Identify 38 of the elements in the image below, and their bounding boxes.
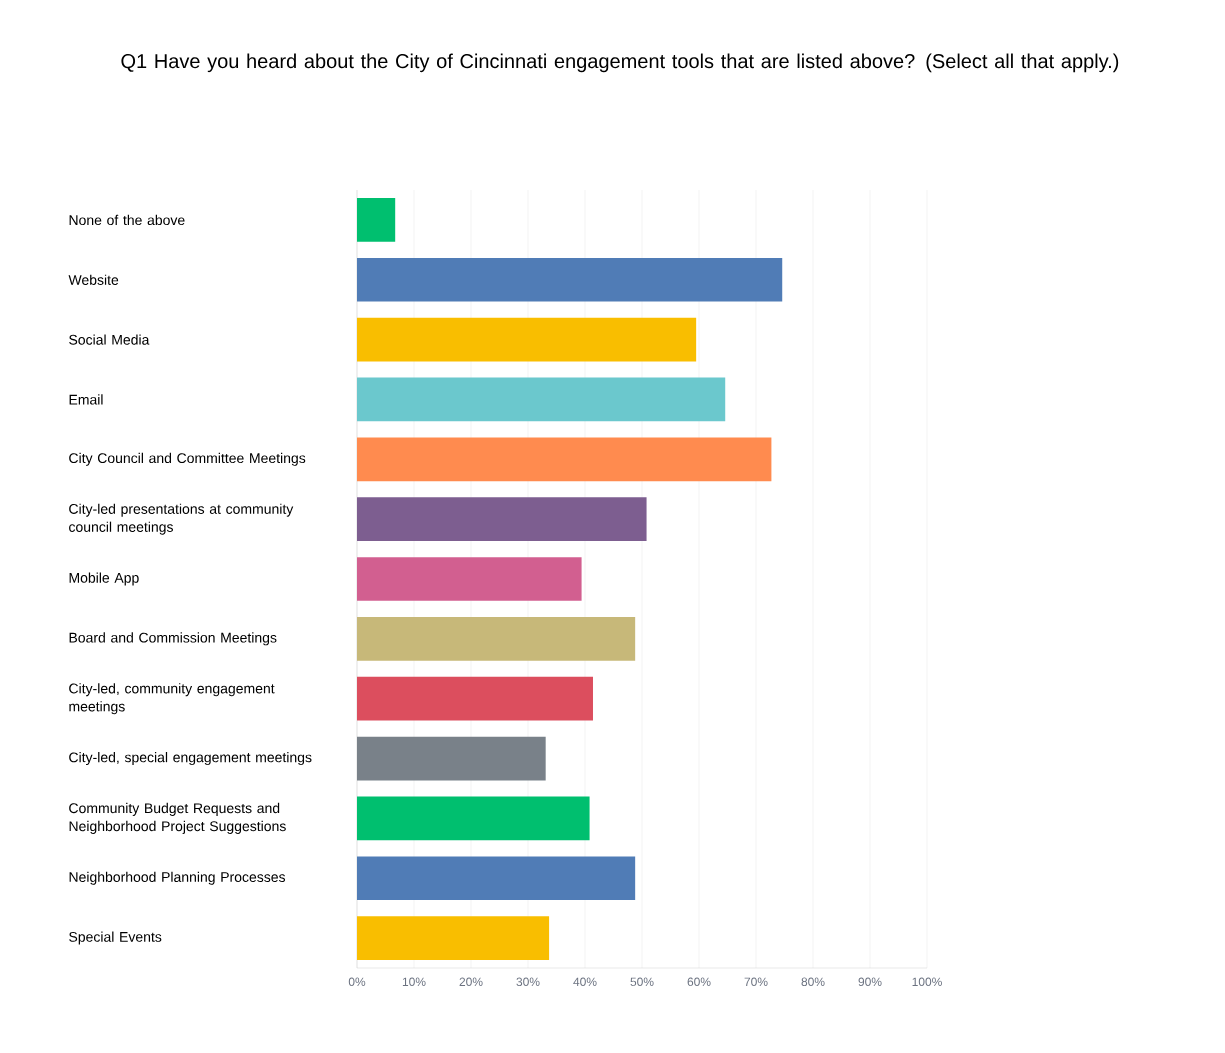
y-tick-label: Social Media xyxy=(69,334,150,345)
bar xyxy=(357,198,396,242)
bar xyxy=(357,557,582,601)
y-tick-label: City-led presentations at community council meetings xyxy=(69,503,294,535)
chart-title: Q1 Have you heard about the City of Cincinnati engagement tools that are listed above? (Select all that apply.) xyxy=(121,53,1119,73)
bar xyxy=(357,796,590,841)
x-tick-label: 20% xyxy=(459,977,483,987)
y-tick-label: Community Budget Requests and Neighborhood Project Suggestions xyxy=(69,802,286,834)
bar xyxy=(357,676,593,721)
y-tick-label: City Council and Committee Meetings xyxy=(69,452,306,466)
bar xyxy=(357,437,772,482)
x-tick-label: 100% xyxy=(912,977,942,987)
x-tick-label: 10% xyxy=(402,977,426,987)
x-tick-label: 80% xyxy=(801,977,825,987)
bar xyxy=(357,736,546,781)
bar xyxy=(357,856,636,901)
bar xyxy=(357,497,647,541)
y-tick-label: Website xyxy=(68,274,119,285)
x-tick-label: 30% xyxy=(516,977,540,987)
y-tick-label: Email xyxy=(69,394,103,405)
y-tick-label: Mobile App xyxy=(69,572,139,586)
y-tick-label: City-led, special engagement meetings xyxy=(69,752,312,766)
x-tick-label: 90% xyxy=(858,977,882,987)
x-tick-label: 50% xyxy=(630,977,654,987)
y-tick-label: Special Events xyxy=(69,931,162,945)
x-tick-label: 70% xyxy=(744,977,768,987)
bar xyxy=(357,257,783,302)
x-tick-label: 60% xyxy=(687,977,711,987)
x-tick-label: 0% xyxy=(348,977,366,987)
bar xyxy=(357,916,550,960)
y-tick-label: City-led, community engagement meetings xyxy=(69,683,275,715)
y-tick-label: Neighborhood Planning Processes xyxy=(69,871,286,885)
bar xyxy=(357,317,697,362)
bar xyxy=(357,617,636,661)
y-tick-label: Board and Commission Meetings xyxy=(69,632,277,646)
bar xyxy=(357,377,726,422)
x-tick-label: 40% xyxy=(573,977,597,987)
y-tick-label: None of the above xyxy=(69,214,185,226)
